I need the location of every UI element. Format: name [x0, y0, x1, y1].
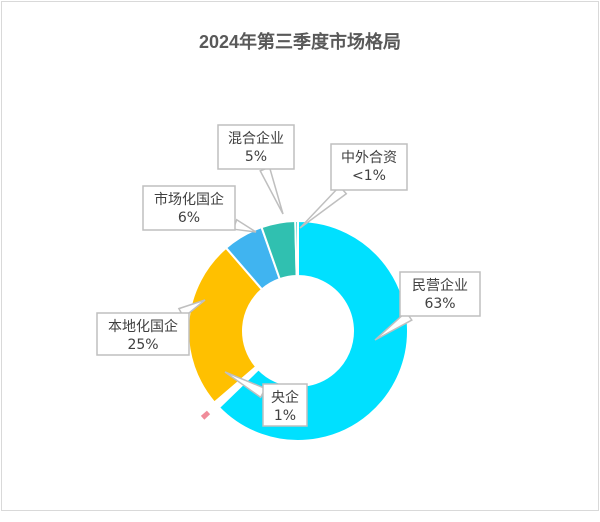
data-label-4: 市场化国企 6% — [142, 185, 257, 233]
data-label-2: 央企 1% — [224, 371, 308, 427]
data-label-category: 本地化国企 — [108, 318, 178, 335]
data-label-5: 混合企业 5% — [217, 124, 295, 215]
data-label-6: 中外合资 <1% — [299, 143, 408, 229]
data-label-value: 63% — [424, 296, 455, 312]
callout-box — [399, 271, 481, 317]
slice-3 — [187, 246, 264, 404]
callout-pointer — [259, 166, 284, 215]
slice-2 — [198, 407, 213, 423]
data-label-value: 6% — [178, 210, 200, 226]
data-label-category: 央企 — [271, 389, 299, 406]
callout-pointer — [299, 185, 348, 229]
data-label-category: 市场化国企 — [154, 191, 224, 208]
data-label-3: 本地化国企 25% — [96, 299, 206, 356]
data-label-1: 民营企业 63% — [374, 271, 481, 341]
data-label-category: 中外合资 — [341, 150, 397, 166]
data-label-category: 民营企业 — [412, 277, 468, 294]
slice-6 — [294, 219, 299, 278]
chart-title: 2024年第三季度市场格局 — [198, 32, 402, 52]
data-label-value: 1% — [274, 408, 296, 424]
callout-box — [330, 143, 408, 191]
callout-box — [262, 383, 308, 427]
data-label-category: 混合企业 — [228, 130, 284, 147]
callout-box — [142, 185, 236, 231]
data-label-value: 25% — [127, 337, 158, 353]
data-label-value: 5% — [245, 149, 267, 165]
callout-pointer — [232, 218, 257, 233]
callout-box — [96, 312, 190, 356]
data-label-value: <1% — [352, 168, 386, 184]
callout-box — [217, 124, 295, 170]
